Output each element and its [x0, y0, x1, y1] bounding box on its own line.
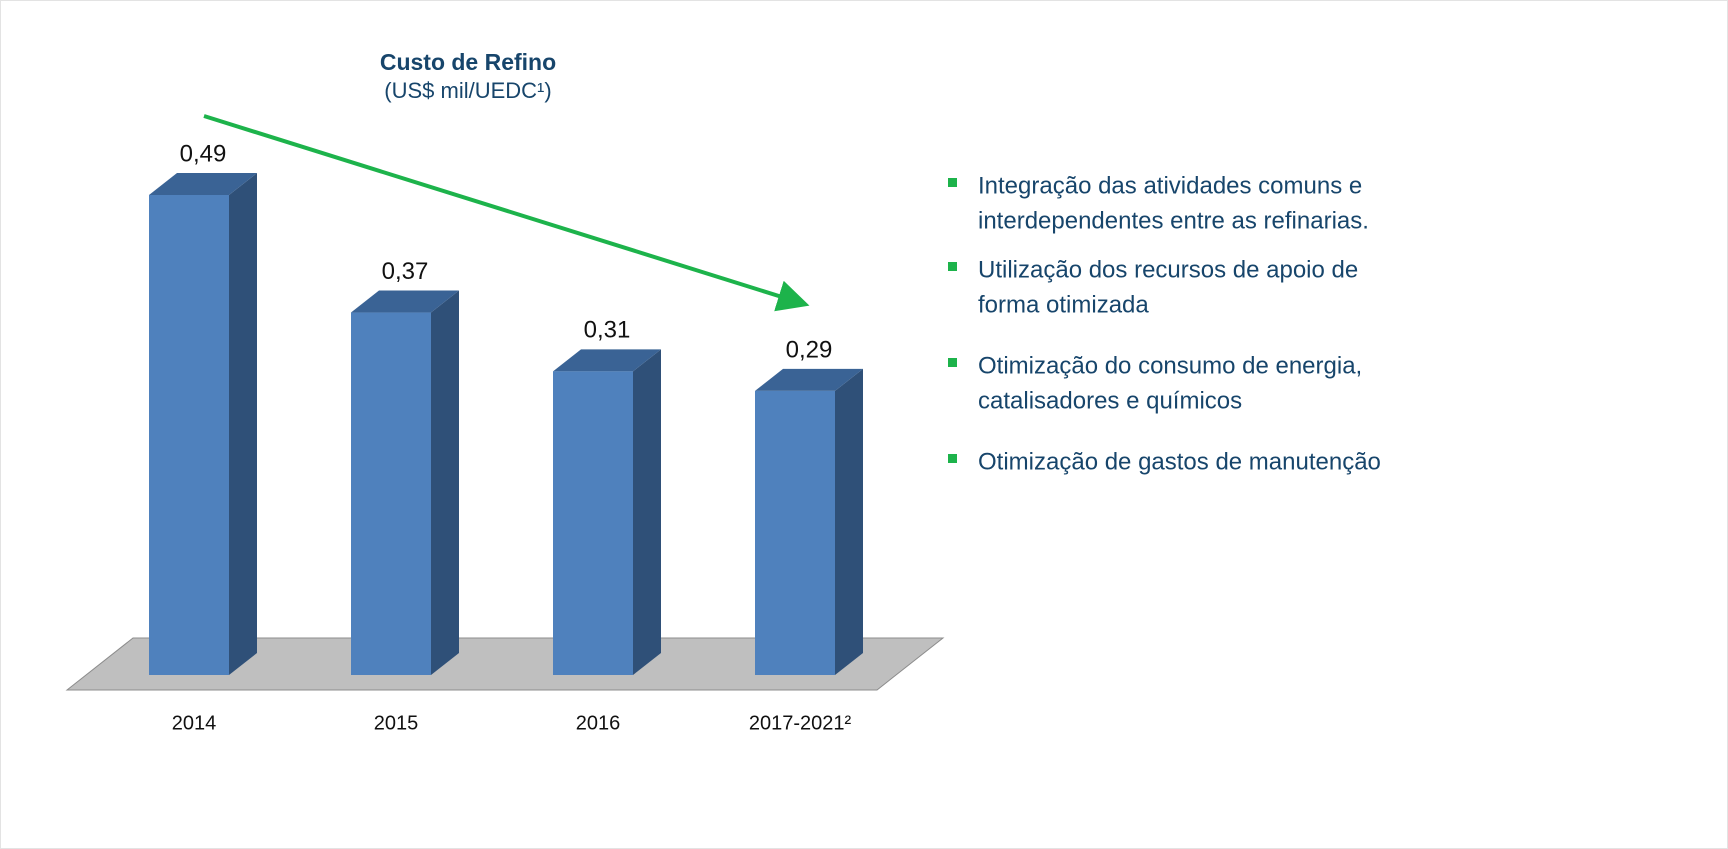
x-tick-label: 2016	[576, 712, 621, 734]
bullet-text: Otimização de gastos de manutenção	[978, 448, 1381, 475]
bar-side	[229, 173, 257, 675]
bar	[755, 368, 863, 675]
floor	[65, 637, 945, 691]
bullet-text: Integração das atividades comuns e	[978, 172, 1362, 199]
chart-subtitle: (US$ mil/UEDC¹)	[384, 78, 551, 103]
bar-side	[835, 368, 863, 675]
bar-front	[553, 371, 633, 675]
value-label: 0,37	[382, 258, 429, 285]
bar-top	[553, 349, 661, 372]
value-label: 0,29	[786, 336, 833, 363]
bars	[149, 173, 863, 675]
value-label: 0,31	[584, 317, 631, 344]
bar-front	[149, 195, 229, 675]
bullet-text: catalisadores e químicos	[978, 387, 1242, 414]
bar-front	[351, 312, 431, 675]
bullet-text: Utilização dos recursos de apoio de	[978, 256, 1358, 283]
trend-arrow	[203, 114, 810, 312]
bar-front	[755, 390, 835, 675]
bullet-text: Otimização do consumo de energia,	[978, 352, 1362, 379]
bar-top	[351, 290, 459, 313]
bar-top	[755, 368, 863, 391]
bullet-text: interdependentes entre as refinarias.	[978, 207, 1369, 234]
bullet-marker	[948, 358, 957, 367]
bar	[553, 349, 661, 675]
chart-title: Custo de Refino	[380, 49, 556, 75]
bar	[351, 290, 459, 675]
bullet-marker	[948, 454, 957, 463]
x-tick-label: 2015	[374, 712, 419, 734]
bar-top	[149, 173, 257, 195]
bar	[149, 173, 257, 675]
x-tick-label: 2017-2021²	[749, 712, 852, 734]
bullet-marker	[948, 262, 957, 271]
bullet-text: forma otimizada	[978, 291, 1149, 318]
x-tick-label: 2014	[172, 712, 217, 734]
bullet-marker	[948, 178, 957, 187]
bar-side	[431, 290, 459, 675]
bullet-list: Integração das atividades comuns e interd…	[948, 172, 1381, 475]
value-label: 0,49	[180, 140, 227, 167]
bar-side	[633, 349, 661, 675]
